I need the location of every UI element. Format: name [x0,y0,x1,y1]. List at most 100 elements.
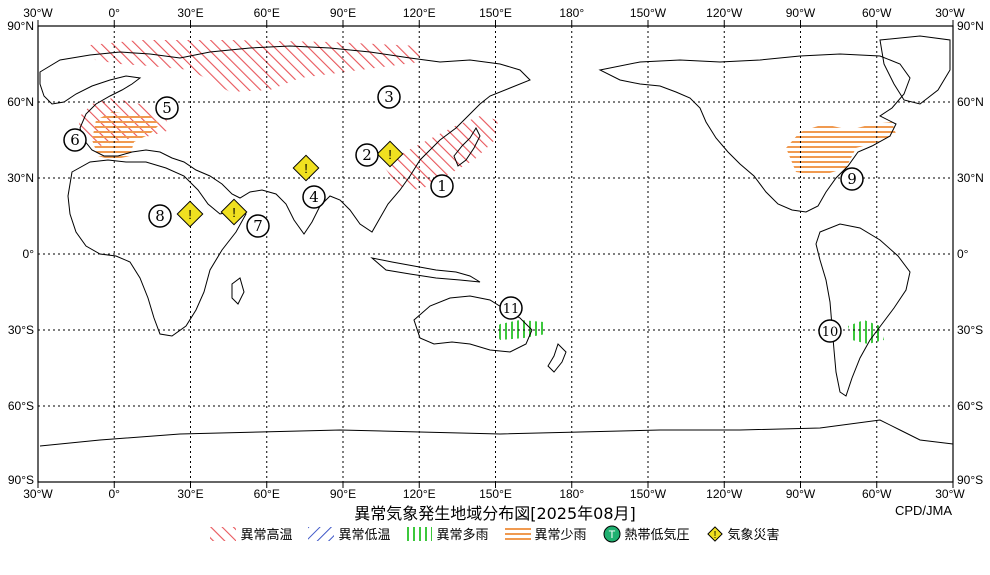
region-marker-8[interactable]: 8 [148,204,172,228]
svg-text:T: T [608,529,615,541]
legend-item-cold: 異常低温 [308,524,390,543]
region-hot-siberia [90,40,420,92]
alert-icon: ! [232,205,236,220]
region-marker-10[interactable]: 10 [818,319,842,343]
legend-label: 気象災害 [727,528,780,543]
tropical-cyclone-icon: T [603,525,621,542]
lon-label: 60°E [254,487,280,501]
lon-label: 30°W [935,6,965,20]
region-wet-south-america [848,320,884,344]
landmass-africa [67,159,247,337]
landmass-north-america [598,53,911,213]
lon-label: 30°W [935,487,965,501]
region-number: 9 [847,170,857,188]
tick-marks [37,20,954,488]
coastlines [39,35,953,447]
region-marker-4[interactable]: 4 [302,185,326,209]
disaster-marker[interactable]: ! [176,200,204,228]
lat-label: 30°N [957,171,984,185]
anomaly-regions [78,40,896,344]
legend: 異常高温 異常低温 異常多雨 異常少雨 T 熱帯低気圧 ! 気象災害 [0,524,990,543]
lon-label: 30°W [23,6,53,20]
region-marker-1[interactable]: 1 [430,174,454,198]
lon-label: 30°E [177,6,203,20]
lon-label: 180° [559,487,584,501]
lon-label: 0° [109,6,121,20]
legend-item-disaster: ! 気象災害 [706,524,780,543]
lon-label: 150°E [479,487,512,501]
disaster-marker[interactable]: ! [376,140,404,168]
map-frame [37,25,954,483]
lon-label: 120°W [706,6,743,20]
landmass-antarctica [39,419,953,447]
legend-item-wet: 異常多雨 [406,524,489,543]
lat-label: 0° [23,247,35,261]
region-number-markers: 1 2 3 4 5 6 7 8 [63,85,864,343]
lon-label: 90°W [786,487,816,501]
lon-label: 150°E [479,6,512,20]
lon-label: 30°W [23,487,53,501]
legend-label: 異常低温 [338,528,391,543]
legend-item-dry: 異常少雨 [504,524,587,543]
region-marker-9[interactable]: 9 [840,167,864,191]
landmass-madagascar [231,277,245,305]
lon-label: 150°W [630,6,667,20]
landmass-new-zealand [547,343,567,373]
region-dry-europe [92,112,160,160]
cold-hatch-swatch [308,526,335,541]
landmass-eurasia [39,45,531,235]
lon-label: 150°W [630,487,667,501]
legend-item-hot: 異常高温 [210,524,292,543]
alert-icon: ! [304,161,308,176]
region-number: 4 [309,188,319,206]
disaster-marker[interactable]: ! [220,198,248,226]
svg-text:!: ! [713,530,716,541]
lat-labels-left: 90°N 60°N 30°N 0° 30°S 60°S 90°S [7,19,34,487]
region-marker-6[interactable]: 6 [63,128,87,152]
region-number: 5 [162,99,172,117]
lon-label: 120°E [403,6,436,20]
region-number: 6 [70,131,80,149]
region-number: 8 [155,207,165,225]
wet-hatch-swatch [406,526,433,541]
lat-label: 90°S [8,473,34,487]
lat-label: 90°N [7,19,34,33]
lat-label: 60°S [8,399,34,413]
lon-label: 90°E [330,6,356,20]
region-marker-11[interactable]: 11 [499,296,523,320]
region-dry-north-america [786,122,896,176]
region-number: 2 [362,146,372,164]
lat-label: 60°N [957,95,984,109]
lon-labels-top: 30°W 0° 30°E 60°E 90°E 120°E 150°E 180° … [23,6,965,20]
region-marker-3[interactable]: 3 [377,85,401,109]
lon-label: 0° [109,487,121,501]
hot-hatch-swatch [210,526,237,541]
alert-icon: ! [188,207,192,222]
disaster-marker[interactable]: ! [292,154,320,182]
lon-label: 180° [559,6,584,20]
lat-labels-right: 90°N 60°N 30°N 0° 30°S 60°S 90°S [957,19,984,487]
lat-label: 30°N [7,171,34,185]
lat-label: 90°N [957,19,984,33]
landmass-australia [413,295,533,353]
lon-label: 120°W [706,487,743,501]
disaster-warning-icon: ! [706,525,723,542]
graticule [38,26,953,482]
lon-label: 60°E [254,6,280,20]
landmass-south-america [815,223,911,397]
region-marker-2[interactable]: 2 [355,143,379,167]
legend-label: 異常少雨 [534,528,587,543]
map-title: 異常気象発生地域分布図[2025年08月] [354,504,636,523]
region-marker-5[interactable]: 5 [155,96,179,120]
lon-labels-bottom: 30°W 0° 30°E 60°E 90°E 120°E 150°E 180° … [23,487,965,501]
legend-label: 異常多雨 [436,528,489,543]
legend-label: 異常高温 [240,528,293,543]
lat-label: 60°S [957,399,983,413]
region-number: 10 [822,325,839,340]
disaster-markers: ! ! ! ! [176,140,404,228]
lat-label: 30°S [957,323,983,337]
lon-label: 90°E [330,487,356,501]
region-marker-7[interactable]: 7 [246,214,270,238]
lon-label: 60°W [862,487,892,501]
